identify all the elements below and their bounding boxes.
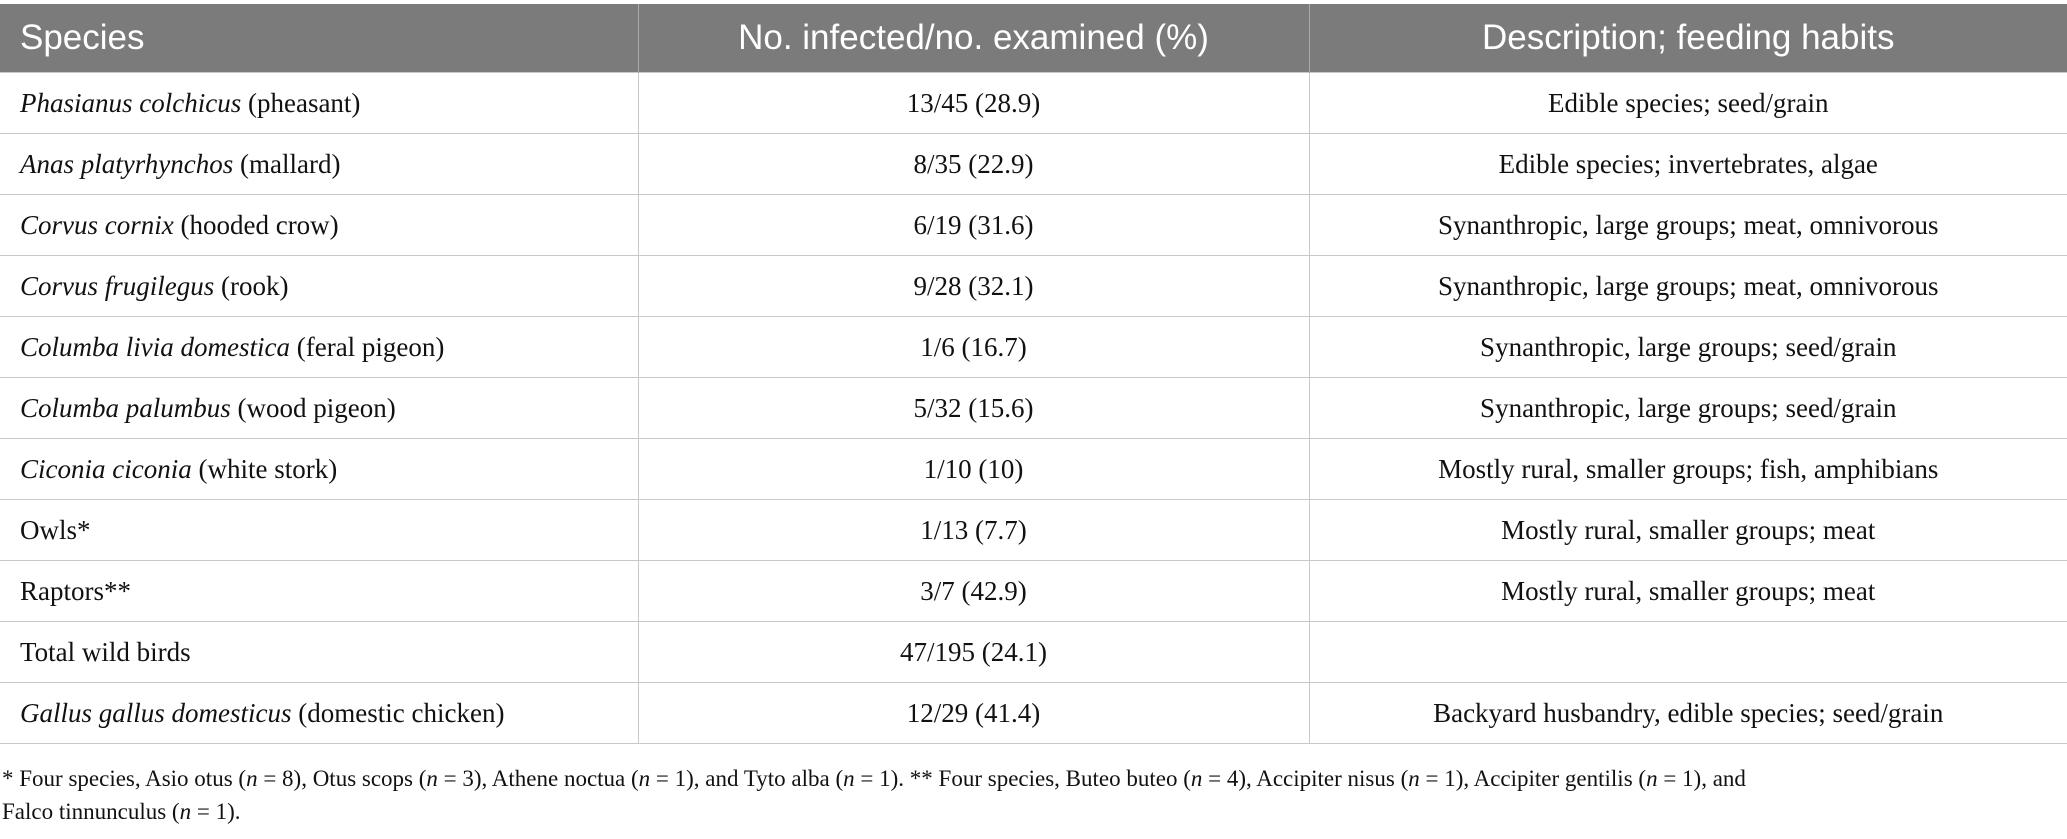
common-name: (domestic chicken) — [291, 697, 505, 728]
species-cell: Columba livia domestica (feral pigeon) — [0, 316, 639, 378]
infected-ratio-cell: 9/28 (32.1) — [637, 255, 1310, 317]
species-cell: Corvus frugilegus (rook) — [0, 255, 639, 317]
table-row: Gallus gallus domesticus (domestic chick… — [0, 682, 2067, 744]
description-cell: Mostly rural, smaller groups; meat — [1308, 560, 2067, 622]
total-label: Total wild birds — [20, 636, 191, 667]
common-name: (white stork) — [191, 453, 338, 484]
footnote-text: = 1), Accipiter gentilis ( — [1419, 766, 1647, 791]
footnote-n: n — [1190, 766, 1203, 791]
species-cell: Phasianus colchicus (pheasant) — [0, 72, 639, 134]
footnote-n: n — [843, 766, 855, 791]
table-row: Columba livia domestica (feral pigeon) 1… — [0, 316, 2067, 378]
infected-ratio-cell: 13/45 (28.9) — [637, 72, 1310, 134]
infected-ratio-cell: 8/35 (22.9) — [637, 133, 1310, 195]
table-body: Phasianus colchicus (pheasant) 13/45 (28… — [0, 72, 2067, 744]
scientific-name: Phasianus colchicus — [20, 87, 242, 118]
scientific-name: Gallus gallus domesticus — [20, 697, 292, 728]
footnote-n: n — [638, 766, 651, 791]
infected-ratio-cell: 5/32 (15.6) — [637, 377, 1310, 439]
footnote-text: = 4), Accipiter nisus ( — [1202, 766, 1409, 791]
common-name: (pheasant) — [241, 87, 361, 118]
description-cell: Synanthropic, large groups; seed/grain — [1308, 377, 2067, 439]
header-species: Species — [0, 4, 638, 73]
table-footnote: * Four species, Asio otus (n = 8), Otus … — [0, 762, 2062, 828]
footnote-text: = 1), and — [1657, 766, 1746, 791]
table-header: Species No. infected/no. examined (%) De… — [0, 4, 2067, 73]
footnote-n: n — [179, 799, 192, 824]
infected-ratio-cell: 47/195 (24.1) — [637, 621, 1310, 683]
footnote-text: = 8), Otus scops ( — [257, 766, 427, 791]
description-cell: Mostly rural, smaller groups; fish, amph… — [1308, 438, 2067, 500]
table-row: Owls* 1/13 (7.7) Mostly rural, smaller g… — [0, 499, 2067, 561]
table-row: Corvus cornix (hooded crow) 6/19 (31.6) … — [0, 194, 2067, 256]
common-name: Raptors** — [20, 575, 131, 606]
scientific-name: Corvus frugilegus — [20, 270, 215, 301]
species-cell: Anas platyrhynchos (mallard) — [0, 133, 639, 195]
infected-ratio-cell: 1/10 (10) — [637, 438, 1310, 500]
footnote-text: * Four species, Asio otus ( — [2, 766, 247, 791]
species-cell: Ciconia ciconia (white stork) — [0, 438, 639, 500]
footnote-text: Falco tinnunculus ( — [2, 799, 180, 824]
species-table: Species No. infected/no. examined (%) De… — [0, 4, 2067, 744]
table-row: Phasianus colchicus (pheasant) 13/45 (28… — [0, 72, 2067, 134]
table-row: Corvus frugilegus (rook) 9/28 (32.1) Syn… — [0, 255, 2067, 317]
common-name: (hooded crow) — [173, 209, 339, 240]
common-name: (mallard) — [233, 148, 341, 179]
description-cell: Synanthropic, large groups; meat, omnivo… — [1308, 194, 2067, 256]
header-description: Description; feeding habits — [1308, 4, 2067, 73]
description-cell: Edible species; seed/grain — [1308, 72, 2067, 134]
species-cell: Columba palumbus (wood pigeon) — [0, 377, 639, 439]
scientific-name: Columba livia domestica — [20, 331, 290, 362]
footnote-text: = 1), and Tyto alba ( — [650, 766, 844, 791]
species-cell: Corvus cornix (hooded crow) — [0, 194, 639, 256]
description-cell: Backyard husbandry, edible species; seed… — [1308, 682, 2067, 744]
common-name: (rook) — [214, 270, 289, 301]
table-row-total: Total wild birds 47/195 (24.1) — [0, 621, 2067, 683]
footnote-text: = 1). — [191, 799, 241, 824]
species-table-container: Species No. infected/no. examined (%) De… — [0, 4, 2067, 744]
header-row: Species No. infected/no. examined (%) De… — [0, 4, 2067, 73]
footnote-n: n — [246, 766, 258, 791]
footnote-text: = 1). ** Four species, Buteo buteo ( — [854, 766, 1191, 791]
table-row: Columba palumbus (wood pigeon) 5/32 (15.… — [0, 377, 2067, 439]
scientific-name: Columba palumbus — [20, 392, 231, 423]
common-name: (wood pigeon) — [230, 392, 396, 423]
description-cell: Synanthropic, large groups; meat, omnivo… — [1308, 255, 2067, 317]
description-cell: Edible species; invertebrates, algae — [1308, 133, 2067, 195]
infected-ratio-cell: 1/6 (16.7) — [637, 316, 1310, 378]
description-cell: Mostly rural, smaller groups; meat — [1308, 499, 2067, 561]
species-cell: Gallus gallus domesticus (domestic chick… — [0, 682, 639, 744]
footnote-n: n — [426, 766, 438, 791]
scientific-name: Corvus cornix — [20, 209, 174, 240]
species-cell: Raptors** — [0, 560, 639, 622]
scientific-name: Ciconia ciconia — [20, 453, 192, 484]
table-row: Ciconia ciconia (white stork) 1/10 (10) … — [0, 438, 2067, 500]
common-name: (feral pigeon) — [289, 331, 445, 362]
common-name: Owls* — [20, 514, 91, 545]
scientific-name: Anas platyrhynchos — [20, 148, 234, 179]
species-cell: Total wild birds — [0, 621, 639, 683]
species-cell: Owls* — [0, 499, 639, 561]
infected-ratio-cell: 6/19 (31.6) — [637, 194, 1310, 256]
table-row: Raptors** 3/7 (42.9) Mostly rural, small… — [0, 560, 2067, 622]
description-cell — [1308, 621, 2067, 683]
table-row: Anas platyrhynchos (mallard) 8/35 (22.9)… — [0, 133, 2067, 195]
infected-ratio-cell: 3/7 (42.9) — [637, 560, 1310, 622]
description-cell: Synanthropic, large groups; seed/grain — [1308, 316, 2067, 378]
header-infected-examined: No. infected/no. examined (%) — [637, 4, 1309, 73]
footnote-n: n — [1408, 766, 1420, 791]
infected-ratio-cell: 1/13 (7.7) — [637, 499, 1310, 561]
footnote-n: n — [1646, 766, 1658, 791]
footnote-text: = 3), Athene noctua ( — [437, 766, 639, 791]
infected-ratio-cell: 12/29 (41.4) — [637, 682, 1310, 744]
